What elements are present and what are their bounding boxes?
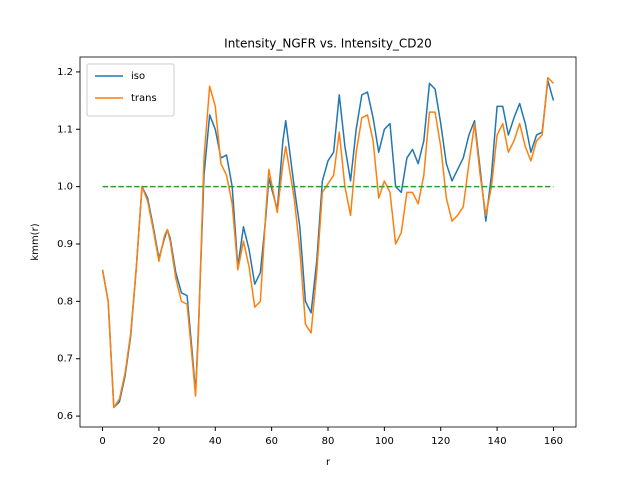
y-tick-label: 0.9 <box>57 239 73 250</box>
x-tick-label: 140 <box>488 436 507 447</box>
x-axis-label: r <box>326 457 331 468</box>
x-tick-label: 120 <box>431 436 450 447</box>
line-series <box>101 76 554 409</box>
y-tick-label: 0.8 <box>57 296 73 307</box>
x-tick-label: 40 <box>209 436 222 447</box>
y-axis-label: kmm(r) <box>30 223 41 260</box>
x-tick-label: 60 <box>265 436 278 447</box>
y-tick-label: 0.7 <box>57 354 73 365</box>
x-tick-label: 0 <box>99 436 105 447</box>
plot-frame <box>79 56 577 428</box>
legend-box <box>86 63 175 117</box>
chart-title: Intensity_NGFR vs. Intensity_CD20 <box>224 37 432 51</box>
y-tick-label: 1.2 <box>57 67 73 78</box>
y-tick-label: 0.6 <box>57 411 73 422</box>
legend-label: iso <box>131 71 145 82</box>
y-tick-label: 1.0 <box>57 182 73 193</box>
x-tick-label: 100 <box>375 436 394 447</box>
x-tick-label: 20 <box>153 436 166 447</box>
x-tick-label: 160 <box>544 436 563 447</box>
legend-label: trans <box>131 93 157 104</box>
x-tick-label: 80 <box>322 436 335 447</box>
y-tick-label: 1.1 <box>57 124 73 135</box>
